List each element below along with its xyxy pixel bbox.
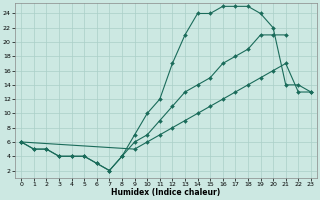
X-axis label: Humidex (Indice chaleur): Humidex (Indice chaleur) xyxy=(111,188,221,197)
